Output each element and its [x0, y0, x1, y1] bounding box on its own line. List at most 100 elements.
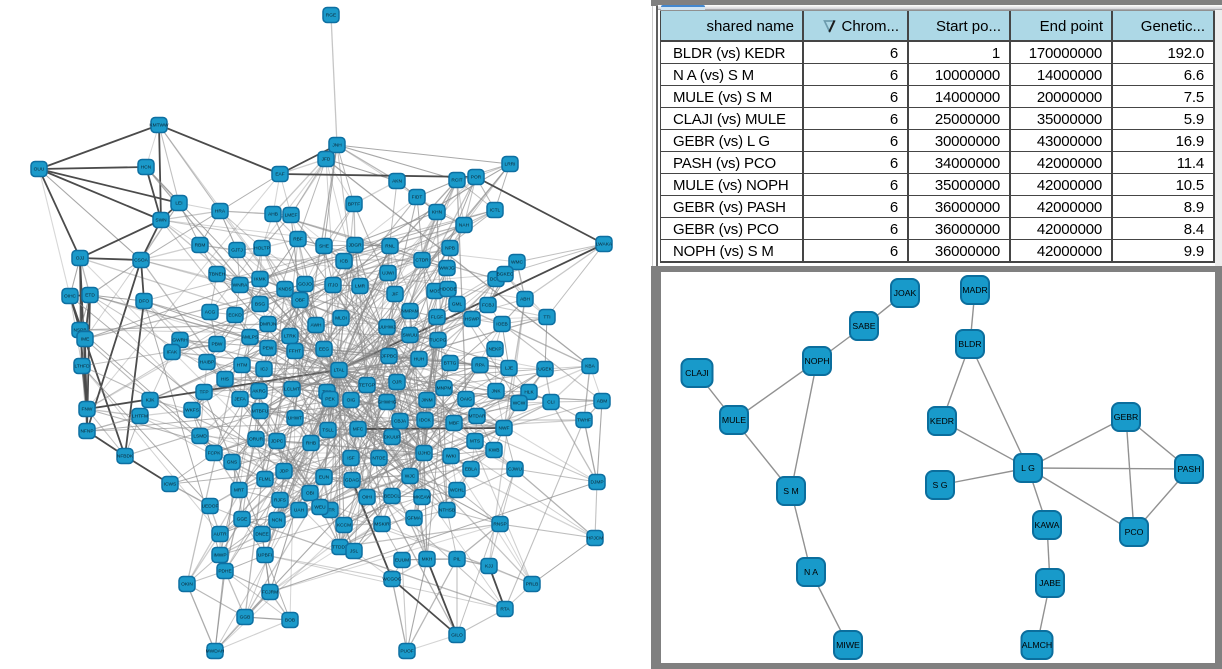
- svg-text:LMEF: LMEF: [285, 213, 298, 219]
- svg-text:ICWS: ICWS: [164, 482, 177, 488]
- svg-text:LTAL: LTAL: [334, 368, 345, 374]
- svg-text:MLOI: MLOI: [335, 316, 347, 322]
- svg-text:LHTFM: LHTFM: [132, 414, 148, 420]
- svg-text:IKMK: IKMK: [254, 277, 267, 283]
- svg-text:LCLMT: LCLMT: [284, 387, 300, 393]
- svg-text:WJC: WJC: [405, 474, 416, 480]
- svg-text:NSPB: NSPB: [73, 328, 86, 334]
- svg-text:NTHSB: NTHSB: [439, 508, 455, 514]
- svg-text:KJK: KJK: [146, 398, 156, 404]
- svg-text:NTOE: NTOE: [372, 456, 385, 462]
- svg-text:MULE: MULE: [722, 415, 746, 425]
- svg-text:BTTG: BTTG: [444, 361, 457, 367]
- svg-text:MKEAW: MKEAW: [413, 495, 431, 501]
- svg-text:MNPM: MNPM: [437, 386, 452, 392]
- svg-text:HDODE: HDODE: [439, 287, 456, 293]
- svg-text:FNW: FNW: [82, 407, 93, 413]
- svg-text:DJMP: DJMP: [590, 480, 603, 486]
- svg-text:MKH: MKH: [422, 557, 433, 563]
- svg-text:HSWP: HSWP: [465, 317, 479, 323]
- svg-text:UJWI: UJWI: [382, 271, 394, 277]
- svg-text:JABE: JABE: [1039, 578, 1061, 588]
- svg-text:BEDCL: BEDCL: [384, 494, 400, 500]
- svg-text:POR: POR: [471, 175, 482, 181]
- svg-text:TWHF: TWHF: [577, 418, 591, 424]
- svg-text:HTM: HTM: [237, 363, 247, 369]
- svg-text:ABH: ABH: [520, 297, 530, 303]
- svg-text:PBW: PBW: [212, 342, 223, 348]
- svg-text:PCO: PCO: [1125, 527, 1144, 537]
- svg-text:KWB: KWB: [489, 448, 500, 454]
- svg-text:HAIBP: HAIBP: [200, 360, 214, 366]
- svg-text:LWAKA: LWAKA: [596, 242, 613, 248]
- svg-text:EUUM: EUUM: [395, 558, 409, 564]
- svg-text:UPBFI: UPBFI: [258, 553, 272, 559]
- svg-text:PIL: PIL: [453, 557, 461, 563]
- svg-text:LSMD: LSMD: [193, 434, 207, 440]
- svg-text:KHN: KHN: [432, 210, 443, 216]
- svg-text:IJJHD: IJJHD: [417, 451, 431, 457]
- svg-text:ECKD: ECKD: [228, 313, 242, 319]
- svg-text:AUTR: AUTR: [213, 532, 227, 538]
- svg-text:TSLL: TSLL: [322, 428, 334, 434]
- svg-text:FIDT: FIDT: [412, 195, 423, 201]
- svg-text:RCIT: RCIT: [451, 178, 462, 184]
- svg-text:RBM: RBM: [195, 243, 206, 249]
- svg-text:RTR: RTR: [325, 508, 335, 514]
- svg-text:OIG: OIG: [347, 398, 356, 404]
- svg-text:FLGF: FLGF: [431, 315, 443, 321]
- svg-text:UEDOF: UEDOF: [202, 504, 219, 510]
- svg-text:RNL: RNL: [385, 244, 395, 250]
- svg-text:RTA: RTA: [500, 607, 510, 613]
- svg-text:DCFJ: DCFJ: [490, 277, 503, 283]
- svg-text:ALMCH: ALMCH: [1022, 640, 1052, 650]
- svg-text:NFNP: NFNP: [80, 429, 93, 435]
- svg-text:GML: GML: [452, 302, 463, 308]
- svg-text:GGB: GGB: [240, 615, 251, 621]
- svg-text:UUHWJ: UUHWJ: [378, 325, 396, 331]
- svg-text:MTS: MTS: [470, 439, 480, 445]
- svg-text:WCHL: WCHL: [450, 488, 464, 494]
- svg-text:WCW: WCW: [513, 401, 526, 407]
- svg-text:HRA: HRA: [215, 209, 226, 215]
- svg-text:KJJ: KJJ: [485, 564, 494, 570]
- svg-text:JDPC: JDPC: [271, 439, 284, 445]
- svg-text:AMLPS: AMLPS: [242, 335, 258, 341]
- svg-text:UGEK: UGEK: [538, 367, 552, 373]
- svg-text:DNEE: DNEE: [255, 532, 268, 538]
- svg-text:MFC: MFC: [353, 427, 364, 433]
- svg-text:SABE: SABE: [852, 321, 875, 331]
- svg-text:ICB: ICB: [340, 259, 348, 265]
- svg-text:PASH: PASH: [1177, 464, 1200, 474]
- svg-text:IME: IME: [81, 337, 90, 343]
- svg-text:MBF: MBF: [449, 421, 459, 427]
- svg-text:ICTL: ICTL: [490, 208, 501, 214]
- svg-text:SHE: SHE: [319, 244, 329, 250]
- svg-text:TUCPG: TUCPG: [430, 338, 447, 344]
- svg-text:BLDR: BLDR: [958, 339, 981, 349]
- svg-text:PEW: PEW: [263, 346, 274, 352]
- svg-text:NEKP: NEKP: [488, 347, 501, 353]
- svg-text:LJE: LJE: [505, 366, 513, 372]
- svg-text:MSKIR: MSKIR: [374, 522, 390, 528]
- svg-text:CKUUP: CKUUP: [384, 435, 401, 441]
- svg-text:CJWU: CJWU: [508, 467, 522, 473]
- svg-text:FCBJ: FCBJ: [482, 303, 495, 309]
- svg-text:KMTWW: KMTWW: [149, 123, 169, 129]
- svg-text:FCJRM: FCJRM: [262, 590, 278, 596]
- svg-text:JSL: JSL: [350, 549, 359, 555]
- svg-text:LRRI: LRRI: [505, 162, 516, 168]
- svg-text:LTRK: LTRK: [284, 334, 297, 340]
- svg-text:GFMA: GFMA: [407, 516, 422, 522]
- svg-text:EUN: EUN: [319, 475, 330, 481]
- svg-text:TBNEH: TBNEH: [209, 272, 226, 278]
- svg-text:ABM: ABM: [597, 399, 607, 405]
- svg-text:WCGOG: WCGOG: [382, 577, 401, 583]
- svg-text:WKFS: WKFS: [185, 408, 199, 414]
- svg-text:IWKI: IWKI: [446, 454, 456, 460]
- svg-text:AWH: AWH: [310, 323, 322, 329]
- svg-text:IOEB: IOEB: [496, 322, 507, 328]
- svg-text:OJR: OJR: [392, 380, 402, 386]
- svg-text:TETGP: TETGP: [359, 383, 375, 389]
- svg-text:JINM: JINM: [421, 398, 432, 404]
